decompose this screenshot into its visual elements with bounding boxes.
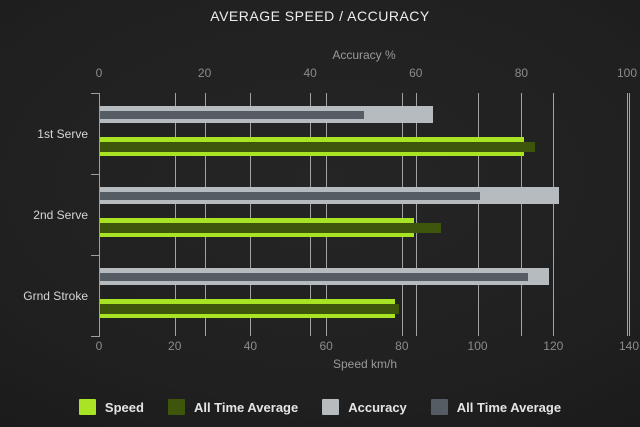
speed-tick-label: 100: [467, 339, 488, 353]
chart-title: AVERAGE SPEED / ACCURACY: [210, 8, 430, 24]
speed-gridline: [174, 93, 176, 336]
accuracy-gridline: [521, 93, 523, 336]
accuracy-tick-label: 20: [197, 66, 212, 80]
legend-label-speed: Speed: [104, 399, 144, 415]
accuracy-tick-label: 80: [514, 66, 529, 80]
legend: Speed All Time Average Accuracy All Time…: [0, 399, 640, 415]
category-label: 2nd Serve: [33, 208, 88, 222]
speed-average-bar: [100, 222, 441, 233]
speed-tick-label: 120: [543, 339, 564, 353]
speed-tick-label: 20: [168, 339, 182, 353]
y-axis-tick: [91, 93, 100, 94]
legend-item-accuracy-all-time-average: All Time Average: [430, 399, 562, 415]
legend-item-speed: Speed: [78, 399, 144, 415]
legend-label-accuracy: Accuracy: [348, 399, 407, 415]
y-axis-line: [99, 93, 100, 336]
category-label: 1st Serve: [37, 127, 88, 141]
accuracy-tick-label: 100: [616, 66, 638, 80]
speed-swatch-icon: [78, 399, 96, 415]
accuracy-average-bar: [100, 110, 364, 119]
speed-tick-label: 80: [395, 339, 409, 353]
accuracy-average-swatch-icon: [430, 399, 448, 415]
speed-axis-title: Speed km/h: [332, 357, 398, 371]
accuracy-gridline: [627, 93, 628, 336]
accuracy-gridline: [310, 93, 312, 336]
accuracy-gridline: [204, 93, 206, 336]
accuracy-tick-label: 40: [303, 66, 317, 80]
speed-gridline: [629, 93, 630, 336]
y-axis-tick: [91, 255, 100, 256]
speed-tick-label: 40: [243, 339, 258, 353]
accuracy-average-bar: [100, 191, 481, 200]
legend-label-speed-all-time-average: All Time Average: [193, 399, 299, 415]
y-axis-tick: [91, 174, 100, 175]
legend-item-accuracy: Accuracy: [322, 399, 407, 415]
speed-gridline: [250, 93, 252, 336]
accuracy-tick-label: 60: [409, 66, 423, 80]
speed-average-swatch-icon: [167, 399, 185, 415]
accuracy-swatch-icon: [322, 399, 340, 415]
legend-label-accuracy-all-time-average: All Time Average: [456, 399, 562, 415]
speed-gridline: [477, 93, 479, 336]
speed-gridline: [553, 93, 555, 336]
accuracy-average-bar: [100, 272, 528, 281]
speed-gridline: [401, 93, 403, 336]
speed-gridline: [326, 93, 328, 336]
speed-tick-label: 140: [618, 339, 640, 353]
speed-average-bar: [100, 141, 536, 152]
speed-tick-label: 60: [319, 339, 333, 353]
y-axis-tick: [91, 336, 100, 337]
speed-tick-label: 0: [95, 339, 103, 353]
legend-item-speed-all-time-average: All Time Average: [167, 399, 299, 415]
accuracy-gridline: [415, 93, 417, 336]
category-label: Grnd Stroke: [23, 289, 88, 303]
accuracy-axis-title: Accuracy %: [332, 48, 396, 62]
speed-average-bar: [100, 303, 400, 314]
accuracy-tick-label: 0: [95, 66, 103, 80]
